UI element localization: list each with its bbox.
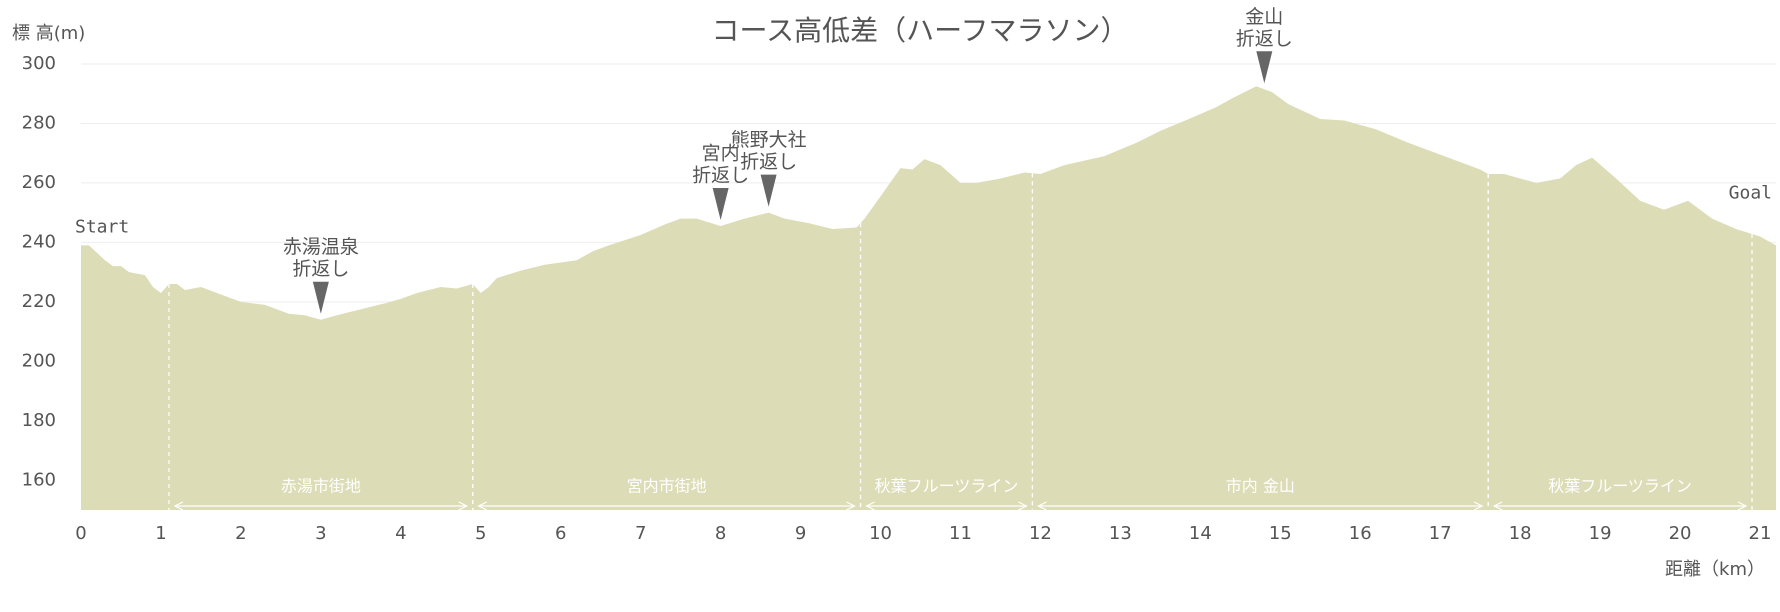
zone-arrowhead: [1037, 501, 1484, 511]
goal-label: Goal: [1729, 182, 1772, 203]
zone-arrowhead: [477, 501, 856, 511]
x-tick-label: 8: [715, 523, 726, 544]
annotation-label: 折返し: [692, 165, 749, 187]
x-tick-label: 19: [1589, 523, 1612, 544]
turnaround-marker: [1256, 51, 1273, 84]
y-tick-label: 300: [22, 53, 56, 74]
annotation-label: 折返し: [1236, 28, 1293, 50]
zone-label: 秋葉フルーツライン: [1548, 477, 1692, 496]
x-tick-label: 16: [1349, 523, 1372, 544]
x-tick-label: 12: [1029, 523, 1052, 544]
y-tick-label: 200: [22, 350, 56, 371]
x-tick-label: 0: [75, 523, 86, 544]
x-tick-label: 7: [635, 523, 646, 544]
annotation-label: 熊野大社: [731, 129, 807, 151]
x-tick-label: 13: [1109, 523, 1132, 544]
y-tick-label: 240: [22, 231, 56, 252]
zone-label: 赤湯市街地: [281, 477, 361, 496]
zone-label: 秋葉フルーツライン: [875, 477, 1019, 496]
x-tick-label: 17: [1429, 523, 1452, 544]
x-tick-label: 14: [1189, 523, 1212, 544]
turnaround-marker: [712, 188, 729, 221]
x-tick-label: 18: [1509, 523, 1532, 544]
x-tick-label: 3: [315, 523, 326, 544]
x-tick-label: 4: [395, 523, 406, 544]
turnaround-marker: [312, 281, 329, 314]
x-tick-label: 11: [949, 523, 972, 544]
x-axis-label: 距離（km）: [1665, 559, 1765, 580]
chart-title: コース高低差（ハーフマラソン）: [712, 14, 1129, 47]
y-tick-label: 220: [22, 291, 56, 312]
annotation-label: 宮内: [702, 143, 740, 165]
annotation-label: 金山: [1245, 6, 1283, 28]
turnaround-marker: [760, 174, 777, 207]
zone-label: 宮内市街地: [627, 477, 707, 496]
x-tick-label: 21: [1749, 523, 1772, 544]
x-tick-label: 5: [475, 523, 486, 544]
start-label: Start: [75, 216, 129, 237]
y-tick-label: 260: [22, 172, 56, 193]
x-tick-label: 9: [795, 523, 806, 544]
y-tick-label: 160: [22, 469, 56, 490]
annotation-label: 赤湯温泉: [283, 236, 359, 258]
zone-arrowhead: [1492, 501, 1748, 511]
y-axis-label: 標 高(m): [12, 23, 85, 44]
x-tick-label: 15: [1269, 523, 1292, 544]
annotation-label: 折返し: [740, 151, 797, 173]
x-tick-label: 20: [1669, 523, 1692, 544]
annotation-label: 折返し: [292, 258, 349, 280]
x-tick-label: 1: [155, 523, 166, 544]
zone-arrowhead: [865, 501, 1028, 511]
y-tick-label: 280: [22, 112, 56, 133]
elevation-area: [81, 86, 1776, 511]
x-tick-label: 6: [555, 523, 566, 544]
zone-arrowhead: [173, 501, 469, 511]
x-tick-label: 2: [235, 523, 246, 544]
y-tick-label: 180: [22, 410, 56, 431]
x-tick-label: 10: [869, 523, 892, 544]
zone-label: 市内 金山: [1226, 477, 1295, 496]
